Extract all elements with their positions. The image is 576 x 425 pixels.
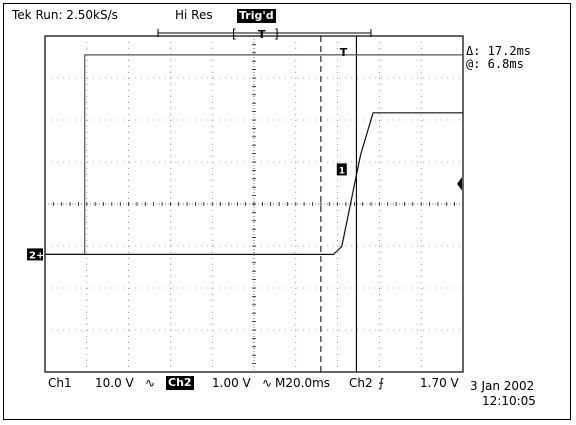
trigger-status-badge: Trig'd — [237, 9, 276, 23]
trigger-position-icon: T — [258, 28, 266, 41]
channel-markers: 2+ T 1 — [27, 46, 462, 261]
time: 12:10:05 — [482, 394, 536, 408]
ch2-ground-marker-box — [27, 248, 43, 261]
waveform-traces — [45, 54, 463, 255]
cursor-at-readout: @: 6.8ms — [466, 57, 524, 71]
ch2-ground-marker: 2+ — [29, 250, 44, 261]
graticule — [44, 35, 464, 373]
view-bracket-left: [ — [232, 27, 237, 41]
acquisition-mode: Hi Res — [175, 8, 213, 22]
trigger-level-arrow-icon — [457, 177, 462, 191]
timebase: M20.0ms — [275, 376, 331, 390]
ch1-scale: 10.0 V — [95, 376, 134, 390]
cursor-delta-readout: Δ: 17.2ms — [466, 44, 532, 58]
trigger-level-marker: T — [340, 46, 348, 59]
ch2-scale: 1.00 V — [212, 376, 251, 390]
run-status: Tek Run: 2.50kS/s — [12, 8, 118, 22]
ch1-label: Ch1 — [48, 376, 72, 390]
date: 3 Jan 2002 — [470, 379, 535, 393]
ch1-coupling-icon: ∿ — [145, 376, 156, 390]
trace-ch2 — [45, 112, 463, 255]
trigger-source: Ch2 — [349, 376, 373, 390]
trigger-slope-icon: ⨍ — [378, 376, 385, 390]
cursor-lines — [320, 36, 357, 372]
view-bracket-right: ] — [274, 27, 279, 41]
record-view-bar: [] T — [157, 27, 372, 41]
ch2-label-badge: Ch2 — [166, 376, 194, 390]
window-frame — [3, 3, 571, 420]
ch2-coupling-icon: ∿ — [262, 376, 273, 390]
trigger-level: 1.70 V — [420, 376, 459, 390]
ch1-trace-marker-box — [336, 163, 347, 176]
ch1-trace-marker: 1 — [339, 166, 345, 176]
